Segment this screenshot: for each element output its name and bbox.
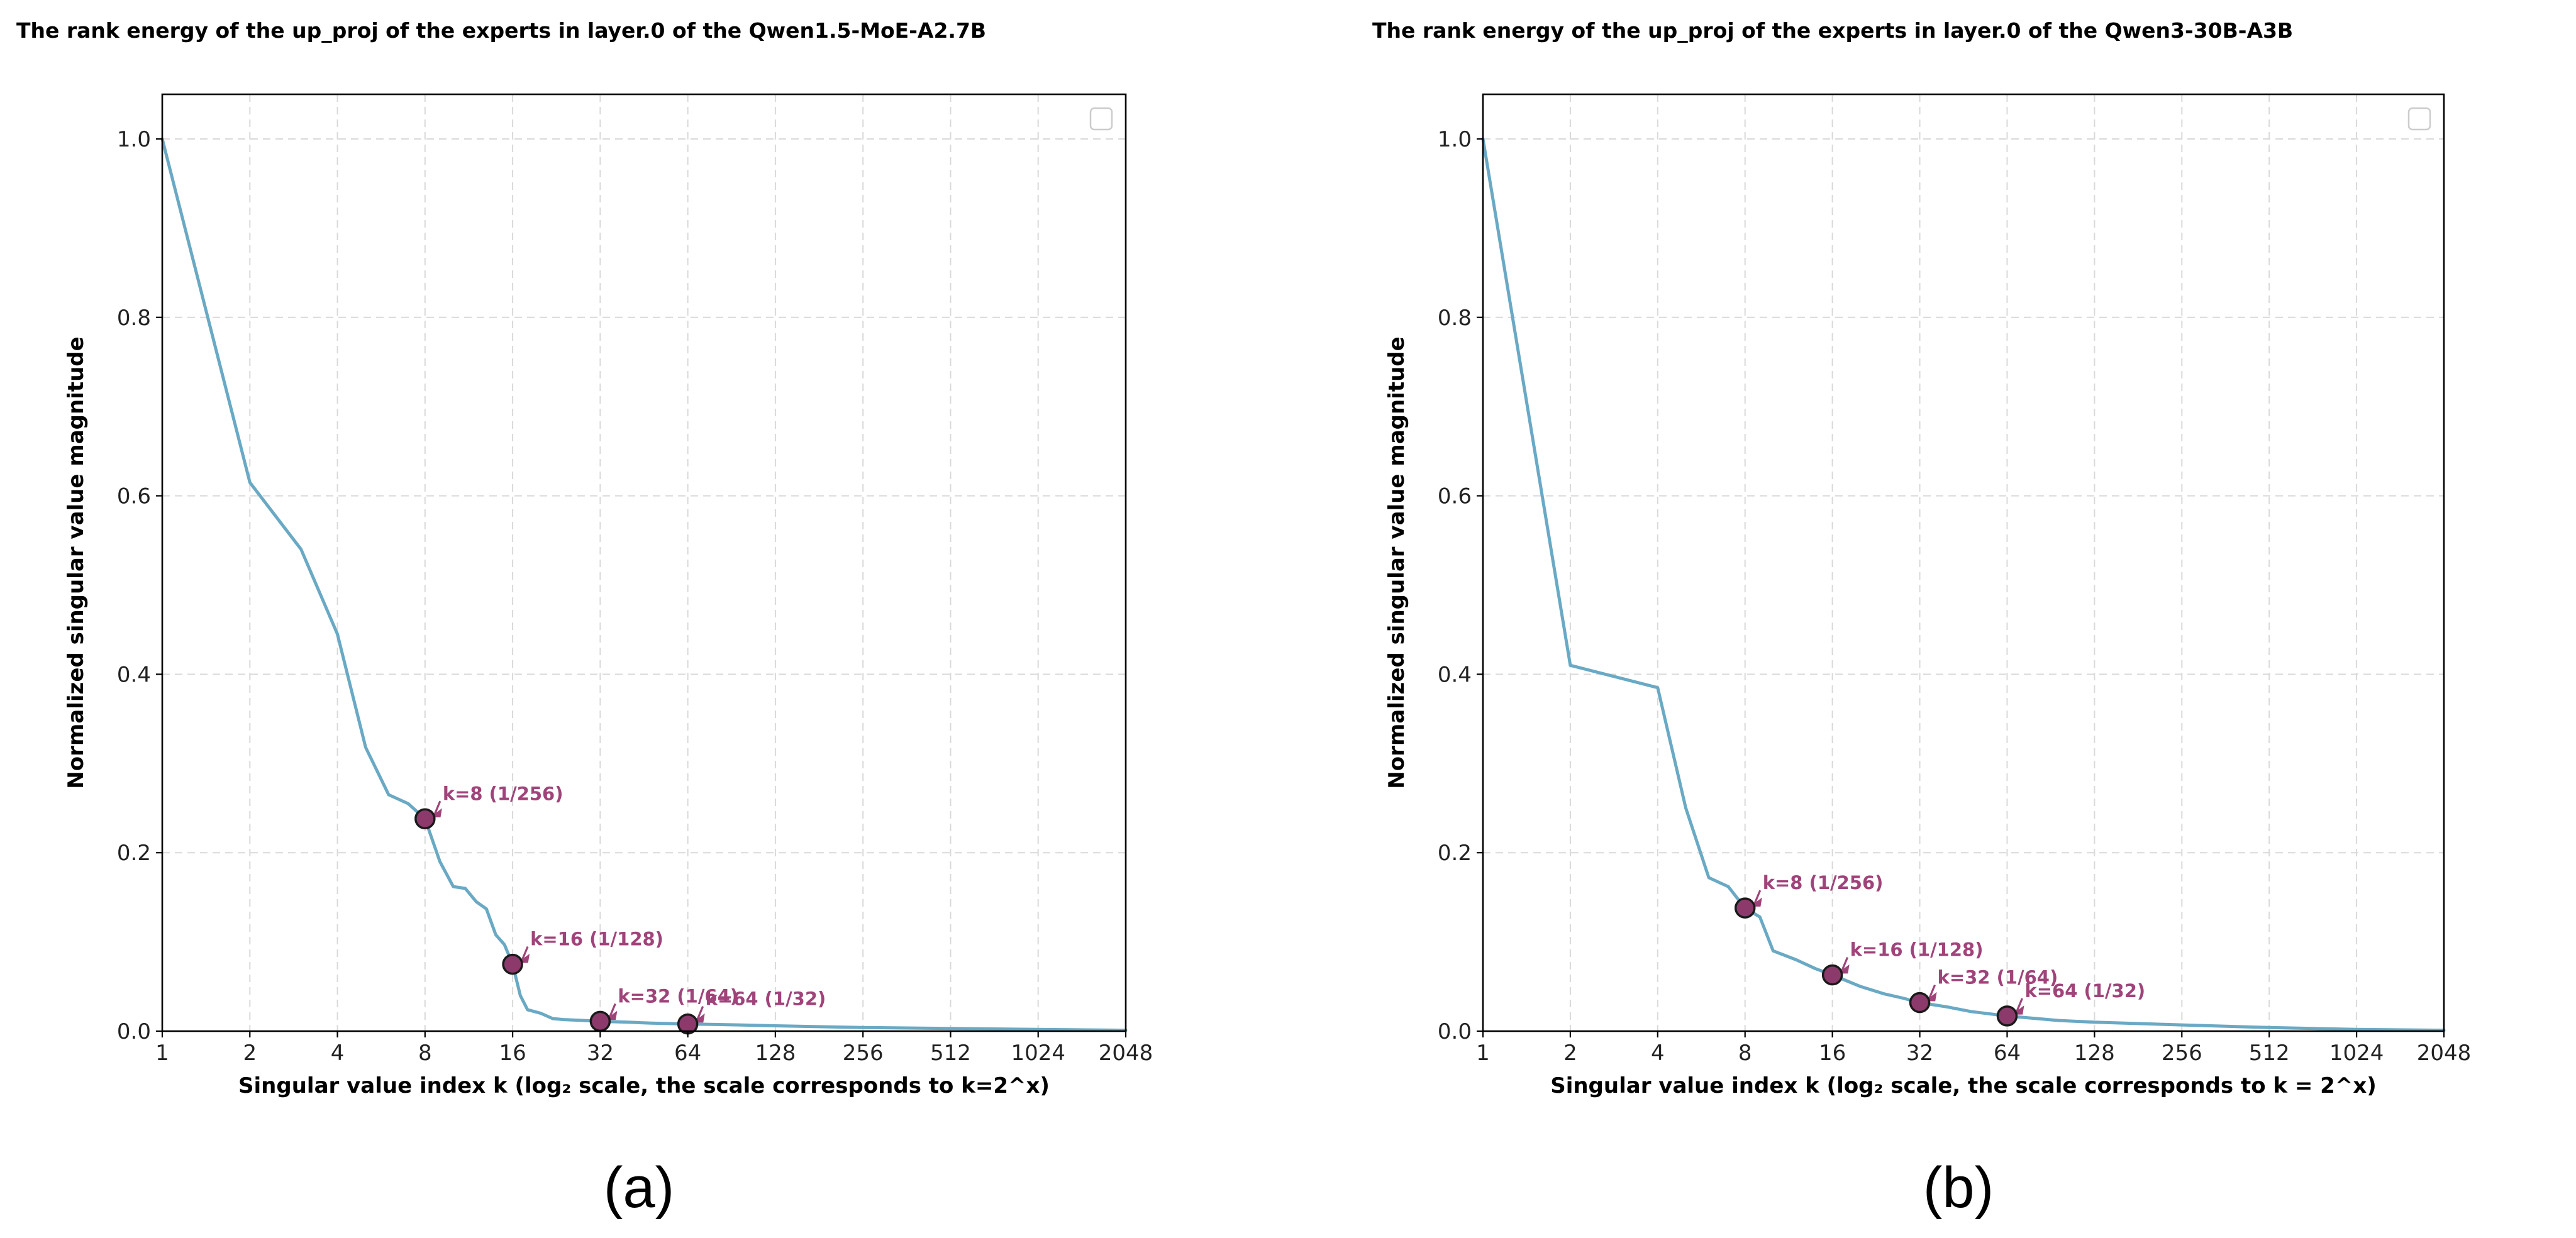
x-tick-label: 2 — [243, 1041, 257, 1066]
x-tick-label: 4 — [1651, 1041, 1665, 1066]
y-tick-label: 0.2 — [1438, 841, 1472, 866]
x-axis-label: Singular value index k (log₂ scale, the … — [238, 1073, 1050, 1098]
legend-box — [2407, 107, 2431, 131]
annotations-layer: k=8 (1/256) k=16 (1/128) k=32 (1/64)k=64 (… — [414, 783, 826, 1035]
subfigure-label-b: (b) — [1923, 1156, 1994, 1220]
x-axis-ticks: 1 2 4 8 16 32 64 128 256 512 1024 2048 — [155, 1031, 1153, 1066]
x-tick-label: 32 — [587, 1041, 614, 1066]
x-tick-label: 1024 — [2329, 1041, 2384, 1066]
x-tick-label: 2 — [1563, 1041, 1577, 1066]
legend-box — [1089, 107, 1113, 131]
x-tick-label: 1 — [1476, 1041, 1490, 1066]
x-tick-label: 8 — [1738, 1041, 1752, 1066]
series-line — [1481, 137, 2446, 1032]
x-tick-label: 512 — [930, 1041, 971, 1066]
annotation-marker — [1996, 1005, 2018, 1027]
series-layer — [160, 137, 1128, 1032]
series-line — [160, 137, 1128, 1032]
annotation-marker — [1821, 964, 1843, 986]
annotation-label: k=64 (1/32) — [706, 988, 826, 1010]
y-axis-ticks: 0.0 0.2 0.4 0.6 0.8 1.0 — [1438, 127, 1483, 1044]
annotation-label: k=16 (1/128) — [530, 929, 663, 950]
annotation-label: k=32 (1/64) — [1938, 967, 2058, 988]
x-tick-label: 512 — [2249, 1041, 2290, 1066]
y-tick-label: 0.8 — [117, 306, 151, 331]
annotation-marker — [1734, 897, 1756, 919]
y-tick-label: 0.0 — [117, 1019, 151, 1044]
x-tick-label: 4 — [331, 1041, 345, 1066]
chart-panel-a: The rank energy of the up_proj of the ex… — [16, 18, 1153, 1220]
y-tick-label: 0.4 — [1438, 662, 1472, 687]
y-tick-label: 0.0 — [1438, 1019, 1472, 1044]
annotation-marker — [1909, 992, 1931, 1014]
y-tick-label: 0.6 — [117, 484, 151, 509]
y-axis-label: Normalized singular value magnitude — [64, 336, 89, 788]
x-tick-label: 2048 — [2417, 1041, 2472, 1066]
annotation-arrowhead — [517, 953, 530, 963]
subfigure-label-a: (a) — [604, 1156, 674, 1220]
x-tick-label: 128 — [2074, 1041, 2115, 1066]
y-axis-label: Normalized singular value magnitude — [1384, 336, 1409, 788]
y-tick-label: 1.0 — [117, 127, 151, 152]
x-tick-label: 8 — [418, 1041, 432, 1066]
plot-frame — [161, 93, 1127, 1032]
x-axis-label: Singular value index k (log₂ scale, the … — [1550, 1073, 2377, 1098]
annotation-marker — [502, 953, 523, 975]
chart-title: The rank energy of the up_proj of the ex… — [1372, 18, 2293, 43]
x-tick-label: 128 — [755, 1041, 796, 1066]
x-tick-label: 64 — [674, 1041, 701, 1066]
x-tick-label: 16 — [1819, 1041, 1846, 1066]
chart-title: The rank energy of the up_proj of the ex… — [16, 18, 986, 43]
y-tick-label: 1.0 — [1438, 127, 1472, 152]
x-tick-label: 16 — [499, 1041, 526, 1066]
x-tick-label: 1 — [155, 1041, 169, 1066]
y-tick-label: 0.6 — [1438, 484, 1472, 509]
gridlines — [1482, 94, 2445, 1032]
series-layer — [1481, 137, 2446, 1032]
x-tick-label: 2048 — [1099, 1041, 1153, 1066]
x-tick-label: 64 — [1994, 1041, 2021, 1066]
annotations-layer: k=8 (1/256) k=16 (1/128) k=32 (1/64)k=64 (… — [1734, 872, 2145, 1027]
annotation-arrowhead — [605, 1010, 618, 1020]
plot-frame — [1482, 93, 2445, 1032]
annotation-label: k=8 (1/256) — [1763, 872, 1884, 893]
y-tick-label: 0.8 — [1438, 306, 1472, 331]
x-tick-label: 256 — [2162, 1041, 2202, 1066]
x-tick-label: 1024 — [1011, 1041, 1065, 1066]
annotation-label: k=32 (1/64) — [618, 985, 738, 1007]
annotation-marker — [414, 808, 436, 830]
x-axis-ticks: 1 2 4 8 16 32 64 128 256 512 1024 2048 — [1476, 1031, 2471, 1066]
annotation-label: k=64 (1/32) — [2024, 980, 2145, 1002]
annotation-label: k=16 (1/128) — [1850, 939, 1984, 961]
y-axis-ticks: 0.0 0.2 0.4 0.6 0.8 1.0 — [117, 127, 162, 1044]
x-tick-label: 32 — [1906, 1041, 1933, 1066]
annotation-marker — [589, 1010, 611, 1032]
annotation-label: k=8 (1/256) — [443, 783, 564, 804]
y-tick-label: 0.4 — [117, 662, 151, 687]
y-tick-label: 0.2 — [117, 841, 151, 866]
x-tick-label: 256 — [843, 1041, 884, 1066]
chart-panel-b: The rank energy of the up_proj of the ex… — [1372, 18, 2471, 1220]
